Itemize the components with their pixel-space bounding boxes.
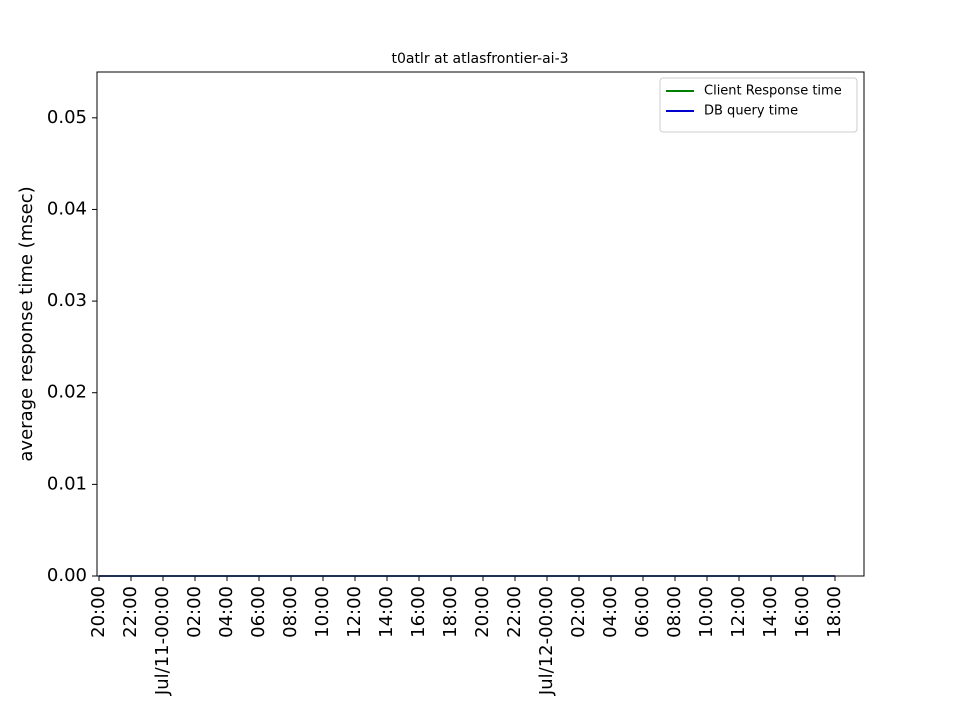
x-tick-label: 10:00 [312, 586, 333, 638]
x-tick-label: 06:00 [248, 586, 269, 638]
x-tick-label: 06:00 [632, 586, 653, 638]
x-tick-label: 18:00 [440, 586, 461, 638]
x-tick-label: 20:00 [88, 586, 109, 638]
x-tick-label: 04:00 [600, 586, 621, 638]
x-tick-label: 12:00 [344, 586, 365, 638]
x-tick-label: 14:00 [376, 586, 397, 638]
y-tick-label: 0.04 [47, 198, 87, 219]
x-tick-label: 12:00 [728, 586, 749, 638]
y-tick-label: 0.00 [47, 565, 87, 586]
x-tick-label: Jul/12-00:00 [536, 586, 557, 696]
x-tick-label: 10:00 [696, 586, 717, 638]
x-tick-label: 22:00 [504, 586, 525, 638]
legend-label: Client Response time [704, 84, 842, 99]
x-tick-label: 04:00 [216, 586, 237, 638]
x-tick-label: 02:00 [184, 586, 205, 638]
x-tick-label: 16:00 [792, 586, 813, 638]
legend: Client Response time DB query time [659, 77, 858, 133]
y-tick-label: 0.01 [47, 473, 87, 494]
y-tick-label: 0.05 [47, 107, 87, 128]
chart-title: t0atlr at atlasfrontier-ai-3 [391, 51, 568, 67]
y-tick-label: 0.03 [47, 290, 87, 311]
x-tick-label: 18:00 [824, 586, 845, 638]
x-tick-label: 16:00 [408, 586, 429, 638]
y-tick-label: 0.02 [47, 382, 87, 403]
legend-box [659, 77, 858, 133]
x-tick-label: 08:00 [280, 586, 301, 638]
x-tick-label: 14:00 [760, 586, 781, 638]
legend-label: DB query time [704, 104, 798, 119]
x-tick-label: 20:00 [472, 586, 493, 638]
plot-frame [96, 71, 865, 577]
x-tick-label: 22:00 [120, 586, 141, 638]
plot-area [97, 72, 864, 576]
x-tick-label: 08:00 [664, 586, 685, 638]
x-tick-label: 02:00 [568, 586, 589, 638]
y-axis-label: average response time (msec) [16, 186, 37, 461]
x-tick-label: Jul/11-00:00 [152, 586, 173, 696]
